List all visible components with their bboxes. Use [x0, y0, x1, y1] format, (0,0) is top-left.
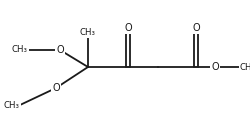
Text: O: O [211, 62, 219, 72]
Text: O: O [52, 83, 60, 93]
Text: O: O [56, 45, 64, 55]
Text: CH₃: CH₃ [80, 28, 96, 37]
Text: O: O [192, 23, 200, 33]
Text: CH₃: CH₃ [4, 100, 20, 109]
Text: CH₃: CH₃ [12, 46, 28, 55]
Text: CH₃: CH₃ [240, 62, 250, 72]
Text: O: O [124, 23, 132, 33]
